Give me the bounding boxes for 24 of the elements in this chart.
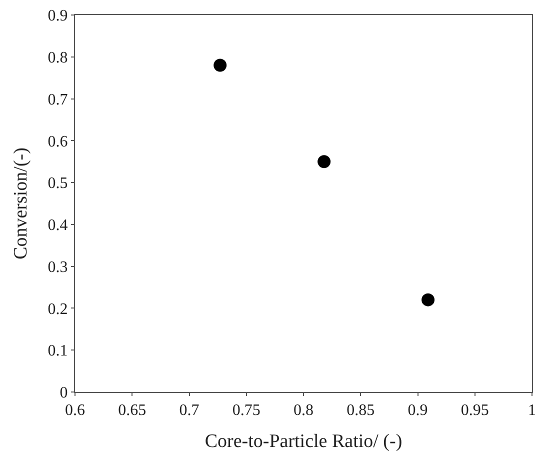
y-tick-label: 0.8 <box>48 49 68 66</box>
y-tick-label: 0.9 <box>48 8 68 25</box>
point <box>214 58 227 72</box>
y-tick-label: 0.6 <box>48 133 68 150</box>
y-axis-title: Conversion/(-) <box>10 148 32 260</box>
x-tick-label: 0.65 <box>118 402 146 420</box>
point <box>318 155 331 168</box>
y-tick-label: 0.1 <box>48 342 68 360</box>
y-tick-label: 0.5 <box>48 175 68 192</box>
point <box>422 293 435 306</box>
x-tick-label: 0.8 <box>294 402 314 420</box>
x-axis-title: Core-to-Particle Ratio/ (-) <box>204 431 402 452</box>
x-tick-label: 1 <box>528 402 536 420</box>
x-tick-label: 0.85 <box>346 402 375 420</box>
x-tick-label: 0.6 <box>65 402 85 420</box>
y-tick-label: 0.3 <box>48 258 68 276</box>
x-tick-label: 0.95 <box>460 402 489 420</box>
x-tick-label: 0.9 <box>408 402 428 420</box>
y-tick-label: 0.4 <box>48 217 68 234</box>
x-tick-label: 0.75 <box>232 402 260 420</box>
y-tick-label: 0.2 <box>48 300 68 318</box>
x-tick-label: 0.7 <box>179 402 200 420</box>
y-tick-label: 0.7 <box>48 91 68 108</box>
y-tick-label: 0 <box>60 384 68 402</box>
